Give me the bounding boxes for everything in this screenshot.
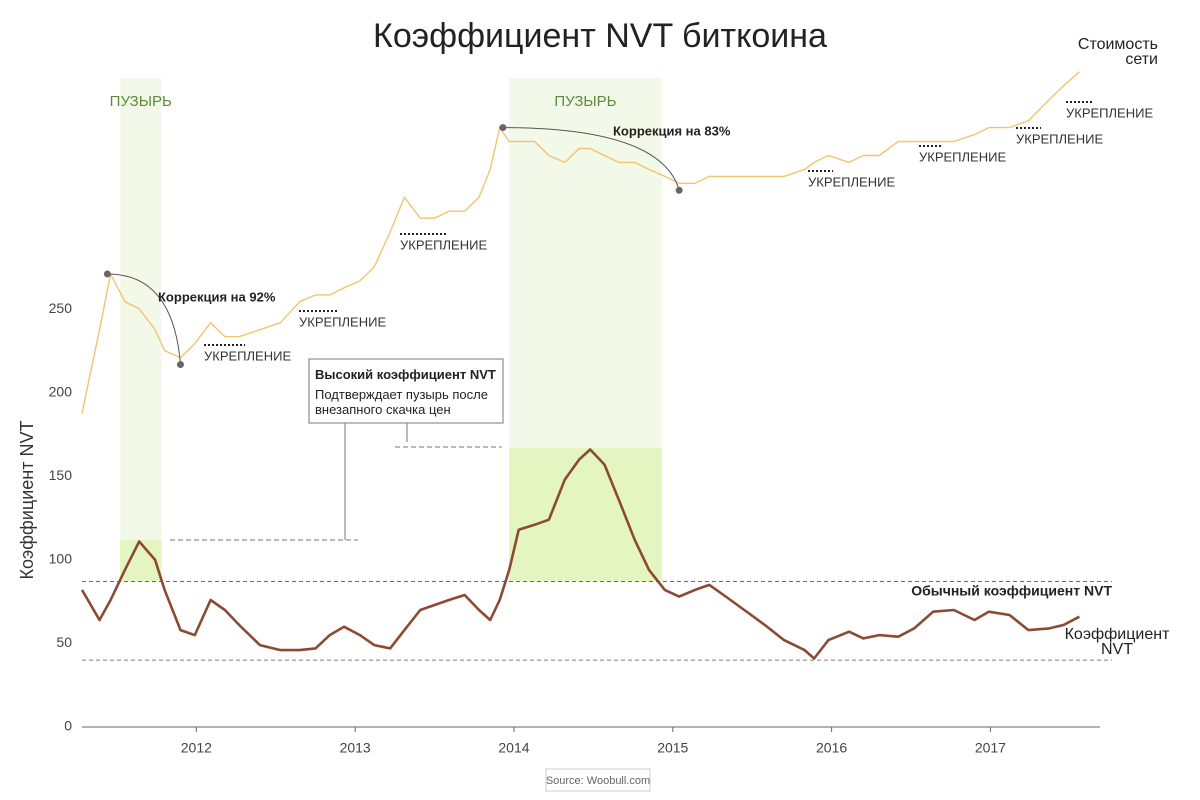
consolidation-label: УКРЕПЛЕНИЕ xyxy=(808,174,895,189)
x-tick-label: 2017 xyxy=(975,740,1006,756)
bubble-label: ПУЗЫРЬ xyxy=(554,93,616,110)
correction-arc xyxy=(502,127,680,191)
bubble-label: ПУЗЫРЬ xyxy=(110,93,172,110)
correction-arc xyxy=(107,273,181,365)
consolidation-label: УКРЕПЛЕНИЕ xyxy=(204,348,291,363)
correction-point xyxy=(675,186,683,194)
series-label: Стоимость сети xyxy=(1077,36,1158,68)
y-tick-label: 100 xyxy=(49,551,73,567)
y-tick-label: 200 xyxy=(49,383,73,399)
consolidation-label: УКРЕПЛЕНИЕ xyxy=(919,149,1006,164)
correction-label: Коррекция на 83% xyxy=(613,123,731,138)
note-box xyxy=(308,358,504,424)
series-line xyxy=(80,448,1081,660)
normal-range-label: Обычный коэффициент NVT xyxy=(911,583,1112,599)
correction-point xyxy=(103,270,111,278)
x-tick-label: 2015 xyxy=(657,740,688,756)
x-tick-label: 2016 xyxy=(816,740,847,756)
consolidation-label: УКРЕПЛЕНИЕ xyxy=(299,314,386,329)
x-tick-label: 2013 xyxy=(340,740,371,756)
y-tick-label: 0 xyxy=(64,718,72,734)
series-line xyxy=(81,71,1080,414)
y-axis-label: Коэффициент NVT xyxy=(17,421,37,580)
source: Source: Woobull.com xyxy=(546,775,650,787)
note-title: Высокий коэффициент NVT xyxy=(315,367,496,382)
consolidation-label: УКРЕПЛЕНИЕ xyxy=(1016,131,1103,146)
series-label: Коэффициент NVT xyxy=(1064,626,1170,658)
chart-title: Коэффициент NVT биткоина xyxy=(373,17,827,55)
correction-label: Коррекция на 92% xyxy=(158,289,276,304)
y-tick-label: 250 xyxy=(49,300,73,316)
x-tick-label: 2014 xyxy=(498,740,529,756)
correction-point xyxy=(176,361,184,369)
note-text: Подтверждает пузырь после внезапного ска… xyxy=(315,387,488,417)
y-tick-label: 50 xyxy=(56,634,72,650)
x-tick-label: 2012 xyxy=(181,740,212,756)
y-tick-label: 150 xyxy=(49,467,73,483)
bubble-nvt xyxy=(509,447,662,582)
source-box xyxy=(545,768,651,792)
consolidation-label: УКРЕПЛЕНИЕ xyxy=(400,237,487,252)
consolidation-label: УКРЕПЛЕНИЕ xyxy=(1066,105,1153,120)
correction-point xyxy=(499,124,507,132)
